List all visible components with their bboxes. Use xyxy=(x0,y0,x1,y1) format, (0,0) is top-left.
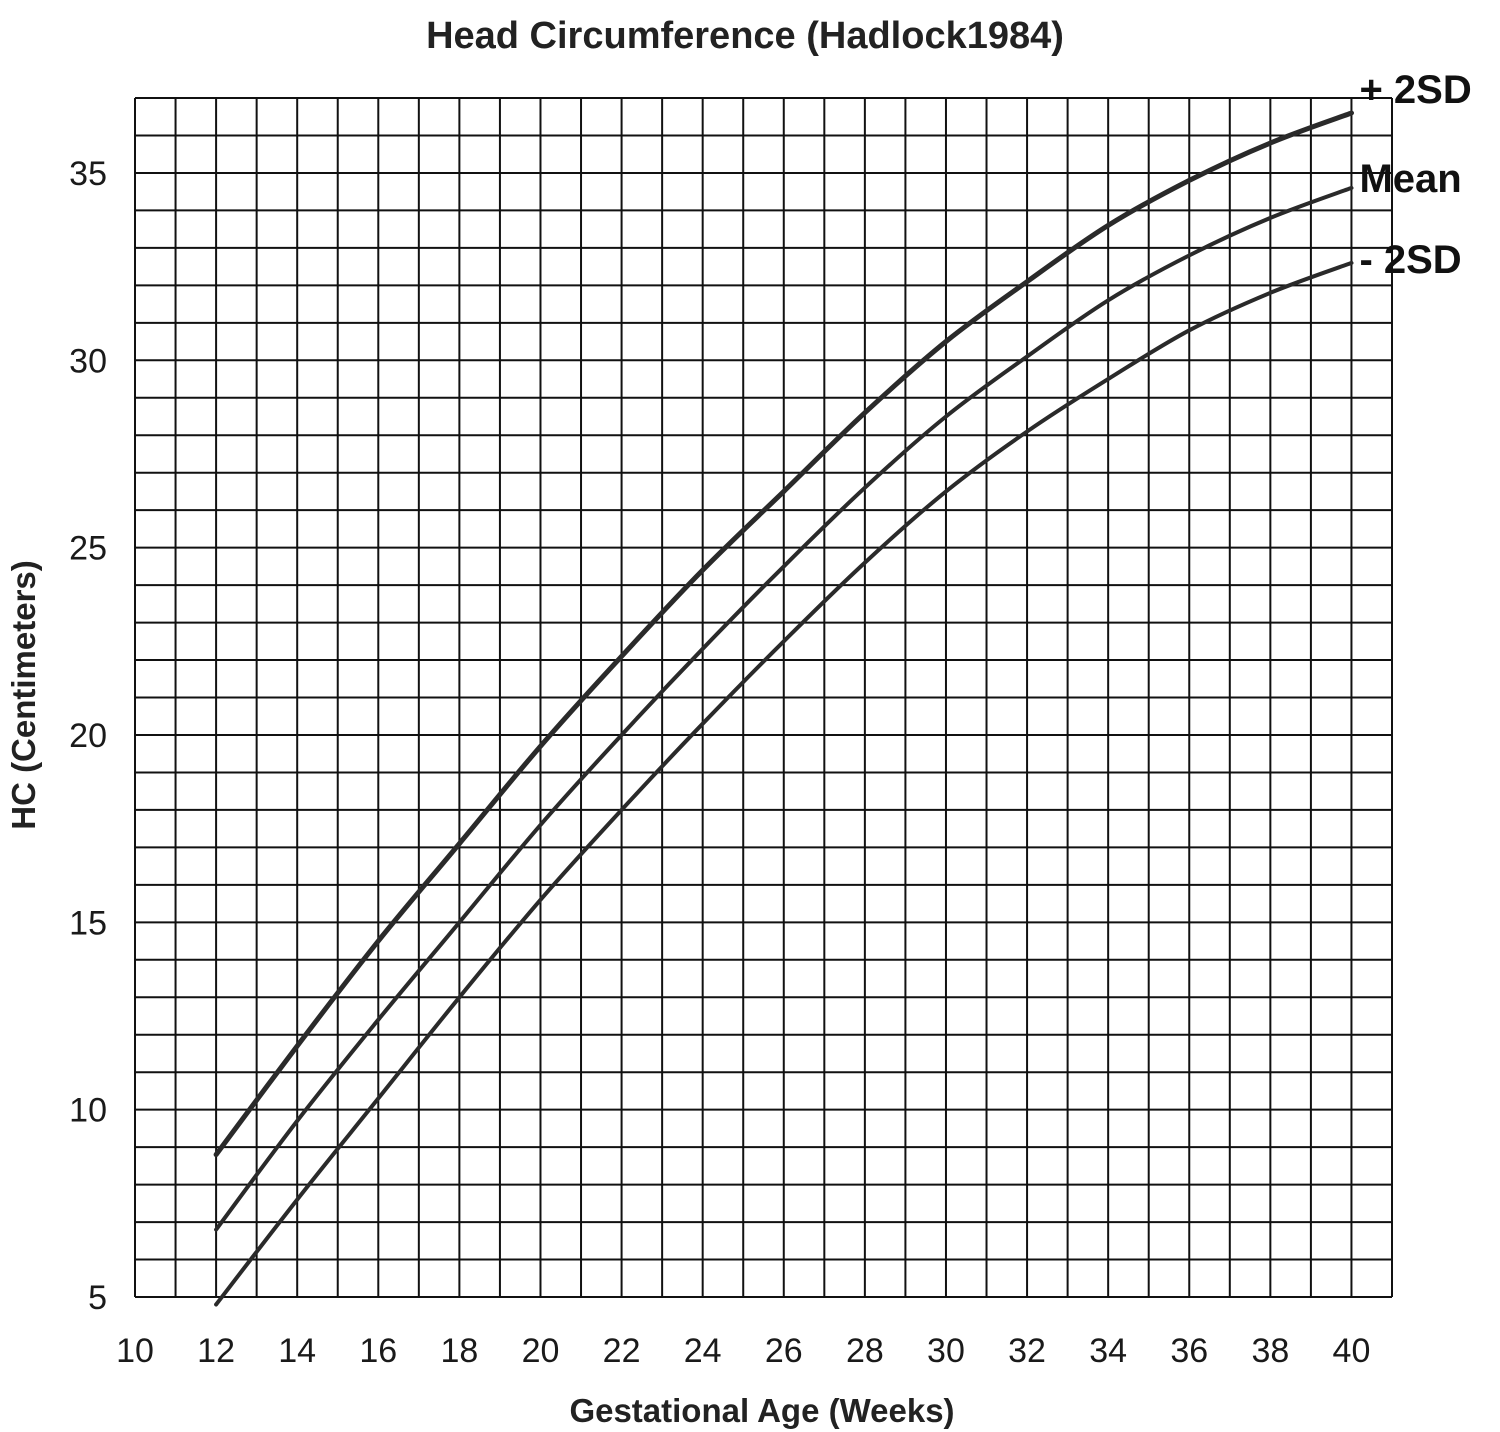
y-tick-label: 5 xyxy=(88,1279,107,1317)
x-tick-label: 36 xyxy=(1170,1332,1208,1370)
x-tick-label: 10 xyxy=(116,1332,154,1370)
x-tick-label: 22 xyxy=(603,1332,641,1370)
x-axis-label: Gestational Age (Weeks) xyxy=(569,1392,954,1429)
x-axis-ticks: 10 12 14 16 18 20 22 24 26 28 30 32 34 36 38 40 xyxy=(116,1332,1370,1370)
minus-2sd-curve xyxy=(214,260,1354,1307)
x-tick-label: 16 xyxy=(359,1332,397,1370)
series-labels: + 2SD Mean - 2SD xyxy=(1359,68,1471,282)
mean-curve xyxy=(214,185,1354,1232)
x-tick-label: 40 xyxy=(1333,1332,1371,1370)
x-tick-label: 28 xyxy=(846,1332,884,1370)
plot-curves xyxy=(213,110,1354,1307)
y-axis-label: HC (Centimeters) xyxy=(5,560,42,830)
y-tick-label: 15 xyxy=(69,904,107,942)
plus-2sd-label: + 2SD xyxy=(1359,68,1471,112)
x-tick-label: 14 xyxy=(278,1332,316,1370)
x-tick-label: 32 xyxy=(1008,1332,1046,1370)
y-tick-label: 10 xyxy=(69,1092,107,1130)
x-tick-label: 24 xyxy=(684,1332,722,1370)
y-tick-label: 20 xyxy=(69,717,107,755)
y-tick-label: 25 xyxy=(69,530,107,568)
y-tick-label: 30 xyxy=(69,342,107,380)
plot-grid xyxy=(134,97,1393,1298)
x-tick-label: 34 xyxy=(1089,1332,1127,1370)
x-tick-label: 20 xyxy=(522,1332,560,1370)
chart-title: Head Circumference (Hadlock1984) xyxy=(426,15,1064,57)
x-tick-label: 38 xyxy=(1251,1332,1289,1370)
plus-2sd-curve xyxy=(213,110,1354,1158)
y-axis-ticks: 5 10 15 20 25 30 35 xyxy=(69,155,107,1317)
x-tick-label: 12 xyxy=(197,1332,235,1370)
x-tick-label: 30 xyxy=(927,1332,965,1370)
x-tick-label: 26 xyxy=(765,1332,803,1370)
mean-label: Mean xyxy=(1359,157,1461,201)
y-tick-label: 35 xyxy=(69,155,107,193)
x-tick-label: 18 xyxy=(440,1332,478,1370)
minus-2sd-label: - 2SD xyxy=(1359,238,1461,282)
